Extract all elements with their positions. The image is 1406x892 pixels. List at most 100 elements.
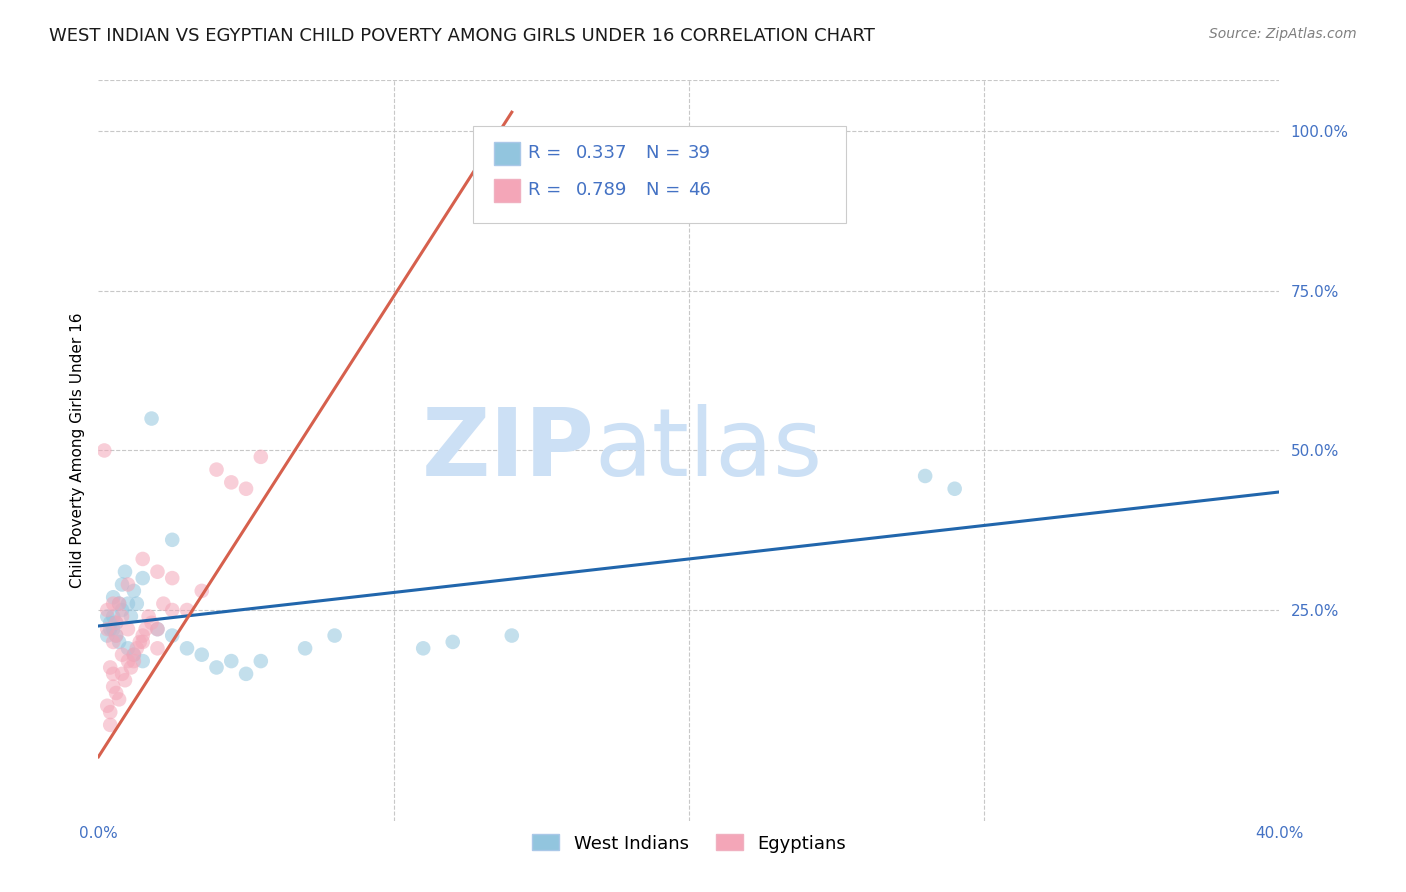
Point (152, 597, 174, 611)
Point (132, 571, 155, 585)
Point (103, 597, 125, 611)
Point (120, 660, 142, 674)
Point (250, 450, 273, 464)
Point (120, 609, 142, 624)
Text: R =: R = (529, 144, 567, 161)
Point (105, 615, 128, 630)
Point (135, 622, 157, 636)
Point (98, 615, 121, 630)
Point (250, 654, 273, 668)
Point (441, 635, 464, 649)
Point (117, 641, 139, 656)
Point (501, 629, 523, 643)
Point (132, 629, 155, 643)
Point (117, 597, 139, 611)
Point (96, 609, 118, 624)
Point (117, 654, 139, 668)
Point (294, 641, 316, 656)
Text: atlas: atlas (595, 404, 823, 497)
Point (105, 629, 128, 643)
Point (191, 648, 214, 662)
Point (122, 648, 145, 662)
Text: WEST INDIAN VS EGYPTIAN CHILD POVERTY AMONG GIRLS UNDER 16 CORRELATION CHART: WEST INDIAN VS EGYPTIAN CHILD POVERTY AM… (49, 27, 875, 45)
Point (98, 718, 121, 732)
Text: 39: 39 (688, 144, 711, 161)
Point (96, 629, 118, 643)
Point (103, 591, 125, 605)
Point (141, 411, 163, 425)
Point (111, 648, 134, 662)
Point (323, 629, 346, 643)
Point (191, 583, 214, 598)
Point (111, 666, 134, 681)
Point (103, 635, 125, 649)
Point (162, 533, 183, 547)
Point (132, 654, 155, 668)
Point (111, 609, 134, 624)
FancyBboxPatch shape (494, 178, 520, 202)
Point (96, 698, 118, 713)
Point (98, 622, 121, 636)
Point (122, 648, 145, 662)
Point (96, 622, 118, 636)
Point (162, 571, 183, 585)
Text: 46: 46 (688, 181, 710, 199)
Point (108, 597, 131, 611)
Point (943, 482, 966, 496)
Point (117, 622, 139, 636)
Point (132, 635, 155, 649)
Text: ZIP: ZIP (422, 404, 595, 497)
Point (412, 641, 434, 656)
Point (105, 686, 128, 700)
Point (205, 462, 228, 476)
Point (132, 552, 155, 566)
Point (221, 475, 243, 490)
Point (103, 680, 125, 694)
Text: N =: N = (647, 144, 686, 161)
Text: R =: R = (529, 181, 567, 199)
Point (108, 597, 131, 611)
Point (146, 622, 169, 636)
Point (103, 622, 125, 636)
Point (138, 609, 160, 624)
Point (98, 705, 121, 719)
Point (235, 666, 257, 681)
Point (114, 565, 136, 579)
Text: 0.337: 0.337 (575, 144, 627, 161)
Point (146, 622, 169, 636)
Point (141, 615, 163, 630)
Point (122, 583, 145, 598)
Text: N =: N = (647, 181, 686, 199)
Point (205, 660, 228, 674)
Point (146, 641, 169, 656)
Point (105, 615, 128, 630)
Point (914, 469, 936, 483)
Point (162, 603, 183, 617)
Point (146, 565, 169, 579)
FancyBboxPatch shape (494, 142, 520, 165)
Point (176, 603, 198, 617)
Y-axis label: Child Poverty Among Girls Under 16: Child Poverty Among Girls Under 16 (69, 313, 84, 588)
Point (125, 641, 148, 656)
Point (111, 603, 134, 617)
Text: Source: ZipAtlas.com: Source: ZipAtlas.com (1209, 27, 1357, 41)
Point (108, 635, 131, 649)
Point (98, 660, 121, 674)
Point (117, 577, 139, 591)
Legend: West Indians, Egyptians: West Indians, Egyptians (524, 827, 853, 860)
Text: 0.789: 0.789 (575, 181, 627, 199)
Point (114, 673, 136, 688)
Point (108, 692, 131, 706)
Point (128, 635, 150, 649)
Point (111, 577, 134, 591)
Point (221, 654, 243, 668)
Point (162, 629, 183, 643)
Point (93, 443, 115, 458)
FancyBboxPatch shape (472, 126, 846, 223)
Point (235, 482, 257, 496)
Point (103, 609, 125, 624)
Point (96, 603, 118, 617)
Point (105, 629, 128, 643)
Point (103, 666, 125, 681)
Point (176, 641, 198, 656)
